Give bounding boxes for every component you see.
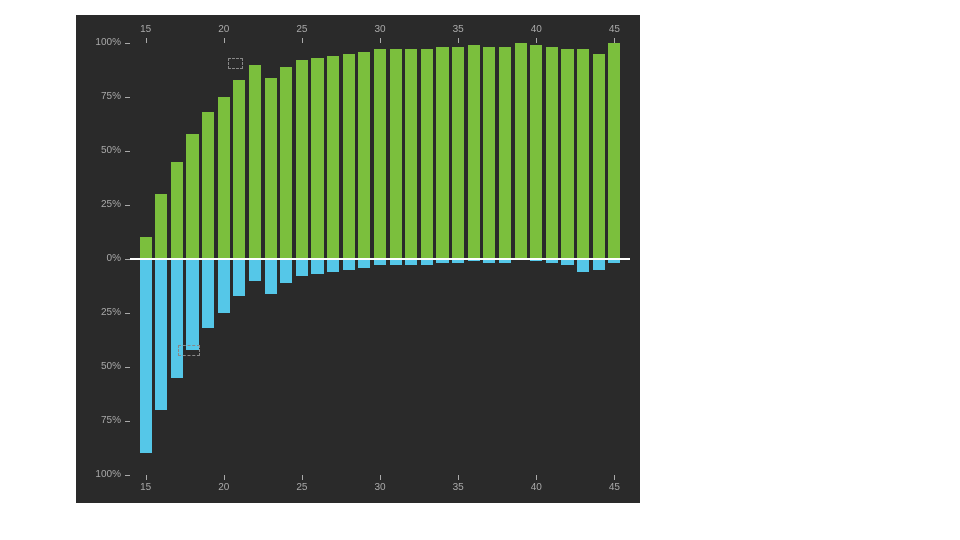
bar-lower (296, 259, 308, 276)
bar-lower (327, 259, 339, 272)
annotation-box (178, 345, 200, 356)
plot-area (130, 43, 630, 475)
x-tick-mark (224, 38, 225, 43)
y-tick-mark (125, 97, 130, 98)
bar-upper (218, 97, 230, 259)
x-tick-mark (146, 475, 147, 480)
y-tick-mark (125, 43, 130, 44)
bar-upper (608, 43, 620, 259)
y-tick-label: 25% (76, 199, 121, 210)
x-tick-mark (458, 475, 459, 480)
x-tick-mark (302, 475, 303, 480)
x-tick-label: 35 (443, 482, 473, 493)
bar-upper (202, 112, 214, 259)
bar-lower (233, 259, 245, 296)
bar-upper (530, 45, 542, 259)
bar-upper (515, 43, 527, 259)
bar-lower (265, 259, 277, 294)
bar-upper (468, 45, 480, 259)
y-tick-label: 100% (76, 469, 121, 480)
bar-upper (171, 162, 183, 259)
x-tick-mark (458, 38, 459, 43)
x-tick-label: 45 (599, 482, 629, 493)
y-tick-mark (125, 475, 130, 476)
bar-upper (499, 47, 511, 259)
y-tick-mark (125, 421, 130, 422)
x-tick-label: 25 (287, 482, 317, 493)
bar-upper (405, 49, 417, 259)
y-tick-mark (125, 205, 130, 206)
y-tick-label: 25% (76, 307, 121, 318)
bar-lower (311, 259, 323, 274)
x-tick-label: 35 (443, 24, 473, 35)
bar-upper (311, 58, 323, 259)
bar-lower (202, 259, 214, 328)
x-tick-mark (536, 475, 537, 480)
bar-upper (436, 47, 448, 259)
bar-lower (186, 259, 198, 350)
bar-upper (577, 49, 589, 259)
bar-upper (561, 49, 573, 259)
x-tick-label: 25 (287, 24, 317, 35)
x-tick-mark (614, 38, 615, 43)
bar-upper (358, 52, 370, 259)
bar-upper (390, 49, 402, 259)
bar-lower (171, 259, 183, 378)
y-tick-mark (125, 151, 130, 152)
x-tick-label: 30 (365, 482, 395, 493)
x-tick-label: 20 (209, 24, 239, 35)
bar-upper (296, 60, 308, 259)
bar-upper (343, 54, 355, 259)
y-tick-label: 75% (76, 415, 121, 426)
bar-upper (140, 237, 152, 259)
bar-upper (186, 134, 198, 259)
annotation-box (228, 58, 242, 69)
bar-upper (483, 47, 495, 259)
bar-lower (218, 259, 230, 313)
bar-lower (577, 259, 589, 272)
y-tick-label: 50% (76, 361, 121, 372)
bar-lower (249, 259, 261, 281)
bar-lower (155, 259, 167, 410)
bar-upper (546, 47, 558, 259)
x-tick-mark (380, 38, 381, 43)
bar-lower (593, 259, 605, 270)
bar-upper (593, 54, 605, 259)
bar-upper (265, 78, 277, 259)
bar-upper (249, 65, 261, 259)
y-tick-label: 50% (76, 145, 121, 156)
zero-line (130, 258, 630, 260)
chart-panel: 100% 75% 50% 25% 0% 25% 50% 75% 100% 15 15 20 20 25 25… (76, 15, 640, 503)
x-tick-label: 15 (131, 24, 161, 35)
bar-upper (280, 67, 292, 259)
x-tick-mark (146, 38, 147, 43)
bar-upper (452, 47, 464, 259)
bar-lower (358, 259, 370, 268)
x-tick-mark (614, 475, 615, 480)
x-tick-mark (536, 38, 537, 43)
y-tick-label: 0% (76, 253, 121, 264)
x-tick-label: 20 (209, 482, 239, 493)
y-tick-label: 100% (76, 37, 121, 48)
bar-upper (155, 194, 167, 259)
bar-upper (327, 56, 339, 259)
bar-lower (280, 259, 292, 283)
x-tick-mark (224, 475, 225, 480)
y-tick-label: 75% (76, 91, 121, 102)
x-tick-label: 15 (131, 482, 161, 493)
x-tick-label: 45 (599, 24, 629, 35)
x-tick-mark (380, 475, 381, 480)
bar-upper (374, 49, 386, 259)
bar-lower (140, 259, 152, 453)
x-tick-label: 30 (365, 24, 395, 35)
bar-upper (233, 80, 245, 259)
y-tick-mark (125, 367, 130, 368)
x-tick-mark (302, 38, 303, 43)
bar-lower (343, 259, 355, 270)
y-tick-mark (125, 313, 130, 314)
x-tick-label: 40 (521, 24, 551, 35)
x-tick-label: 40 (521, 482, 551, 493)
bar-upper (421, 49, 433, 259)
